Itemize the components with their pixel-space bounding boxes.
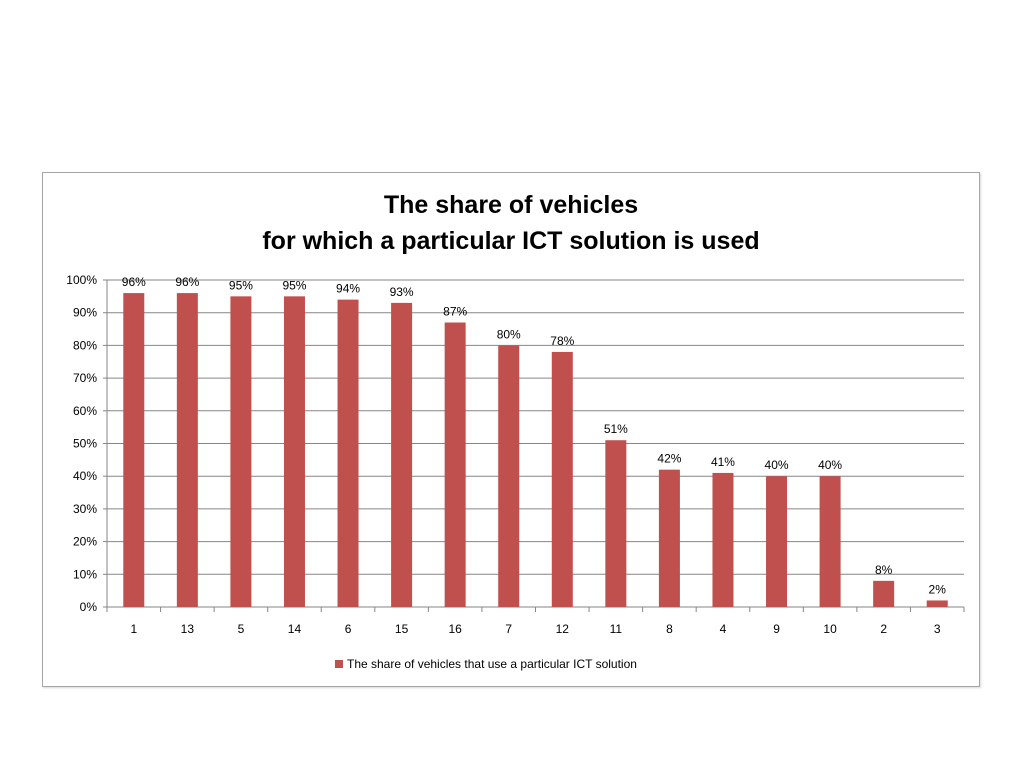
x-tick-label: 1 <box>130 622 137 636</box>
x-tick-label: 9 <box>773 622 780 636</box>
data-label: 95% <box>282 278 306 292</box>
y-tick-label: 90% <box>73 306 97 320</box>
x-tick-label: 8 <box>666 622 673 636</box>
bar <box>873 580 895 607</box>
bar <box>123 293 145 607</box>
y-tick-label: 0% <box>80 600 98 614</box>
data-label: 40% <box>818 458 842 472</box>
x-tick-label: 12 <box>556 622 570 636</box>
y-tick-label: 70% <box>73 371 97 385</box>
data-label: 95% <box>229 278 253 292</box>
bar <box>283 296 305 607</box>
chart-title-line-1: The share of vehicles <box>383 191 639 219</box>
data-label: 41% <box>711 455 735 469</box>
data-label: 78% <box>550 334 574 348</box>
bar <box>712 472 734 607</box>
y-tick-label: 100% <box>66 273 97 287</box>
bar <box>605 440 627 607</box>
y-tick-label: 60% <box>73 404 97 418</box>
chart-frame: The share of vehicles for which a partic… <box>42 172 980 687</box>
bar <box>926 600 948 607</box>
y-tick-label: 20% <box>73 535 97 549</box>
x-tick-label: 10 <box>823 622 837 636</box>
bar-chart-plot: 0% 10% 20% 30% 40% 50% 60% 70% 80% 90% 100% 96% 1 96%… <box>66 273 965 636</box>
data-label: 51% <box>604 422 628 436</box>
bar <box>551 351 573 607</box>
legend-label: The share of vehicles that use a particu… <box>347 657 637 671</box>
bar <box>337 299 359 607</box>
bar <box>230 296 252 607</box>
data-label: 94% <box>336 282 360 296</box>
x-tick-label: 6 <box>345 622 352 636</box>
y-tick-label: 30% <box>73 502 97 516</box>
y-tick-label: 10% <box>73 567 97 581</box>
y-tick-label: 50% <box>73 437 97 451</box>
data-label: 93% <box>390 285 414 299</box>
x-tick-label: 4 <box>720 622 727 636</box>
bar <box>819 476 841 607</box>
bar <box>766 476 788 607</box>
data-label: 40% <box>765 458 789 472</box>
x-tick-label: 13 <box>181 622 195 636</box>
data-label: 2% <box>929 582 947 596</box>
bar <box>658 469 680 607</box>
chart-title-line-2: for which a particular ICT solution is u… <box>262 227 760 255</box>
legend: The share of vehicles that use a particu… <box>335 657 637 671</box>
data-label: 87% <box>443 305 467 319</box>
bar <box>391 302 413 607</box>
data-label: 96% <box>175 275 199 289</box>
y-tick-label: 40% <box>73 469 97 483</box>
data-label: 96% <box>122 275 146 289</box>
x-tick-label: 11 <box>610 622 623 636</box>
legend-swatch <box>335 659 343 668</box>
bar <box>176 293 198 607</box>
x-tick-label: 3 <box>934 622 941 636</box>
data-label: 80% <box>497 327 521 341</box>
data-label: 42% <box>657 452 681 466</box>
x-tick-label: 2 <box>880 622 887 636</box>
data-label: 8% <box>875 563 893 577</box>
x-tick-label: 5 <box>238 622 245 636</box>
bar <box>444 322 466 607</box>
x-tick-label: 16 <box>448 622 462 636</box>
x-tick-label: 14 <box>288 622 302 636</box>
y-tick-label: 80% <box>73 338 97 352</box>
x-tick-label: 15 <box>395 622 409 636</box>
bar <box>498 345 520 607</box>
x-tick-label: 7 <box>505 622 512 636</box>
